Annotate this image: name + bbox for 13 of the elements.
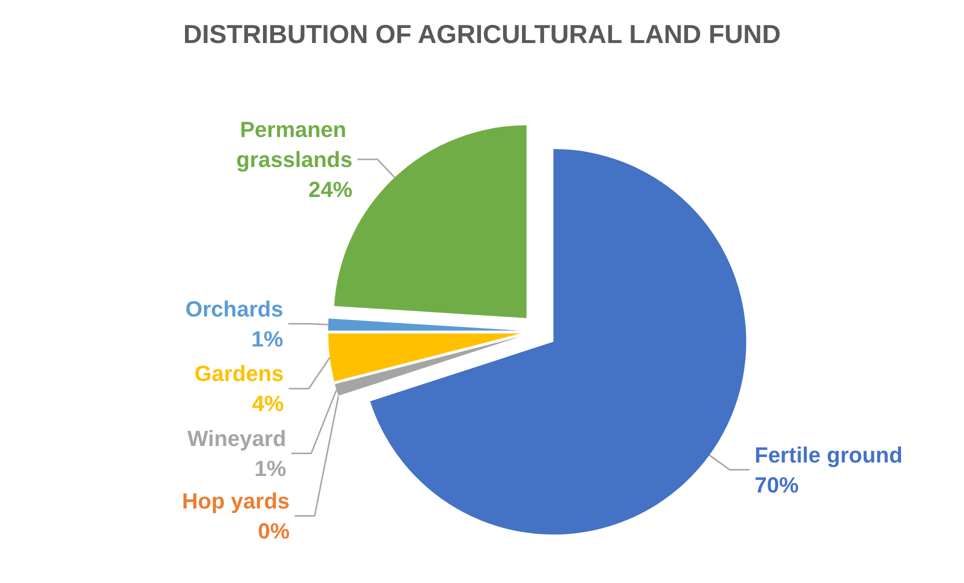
slice-label: Permanen grasslands [236, 116, 352, 172]
slice-label: Fertile ground [754, 442, 903, 468]
text: 0% [258, 518, 290, 544]
slice-label: Wineyard [187, 426, 286, 451]
data-label: 4% [252, 391, 284, 416]
data-label: 24% [308, 176, 352, 202]
category-label: Hop yards [182, 488, 290, 514]
data-label: 1% [251, 326, 284, 352]
data-label: 1% [254, 456, 286, 481]
slice-label: Orchards [185, 296, 284, 322]
chart-title: DISTRIBUTION OF AGRICULTURAL LAND FUND [183, 19, 781, 49]
slice-label: Gardens [194, 361, 284, 386]
data-label: 70% [754, 472, 799, 498]
